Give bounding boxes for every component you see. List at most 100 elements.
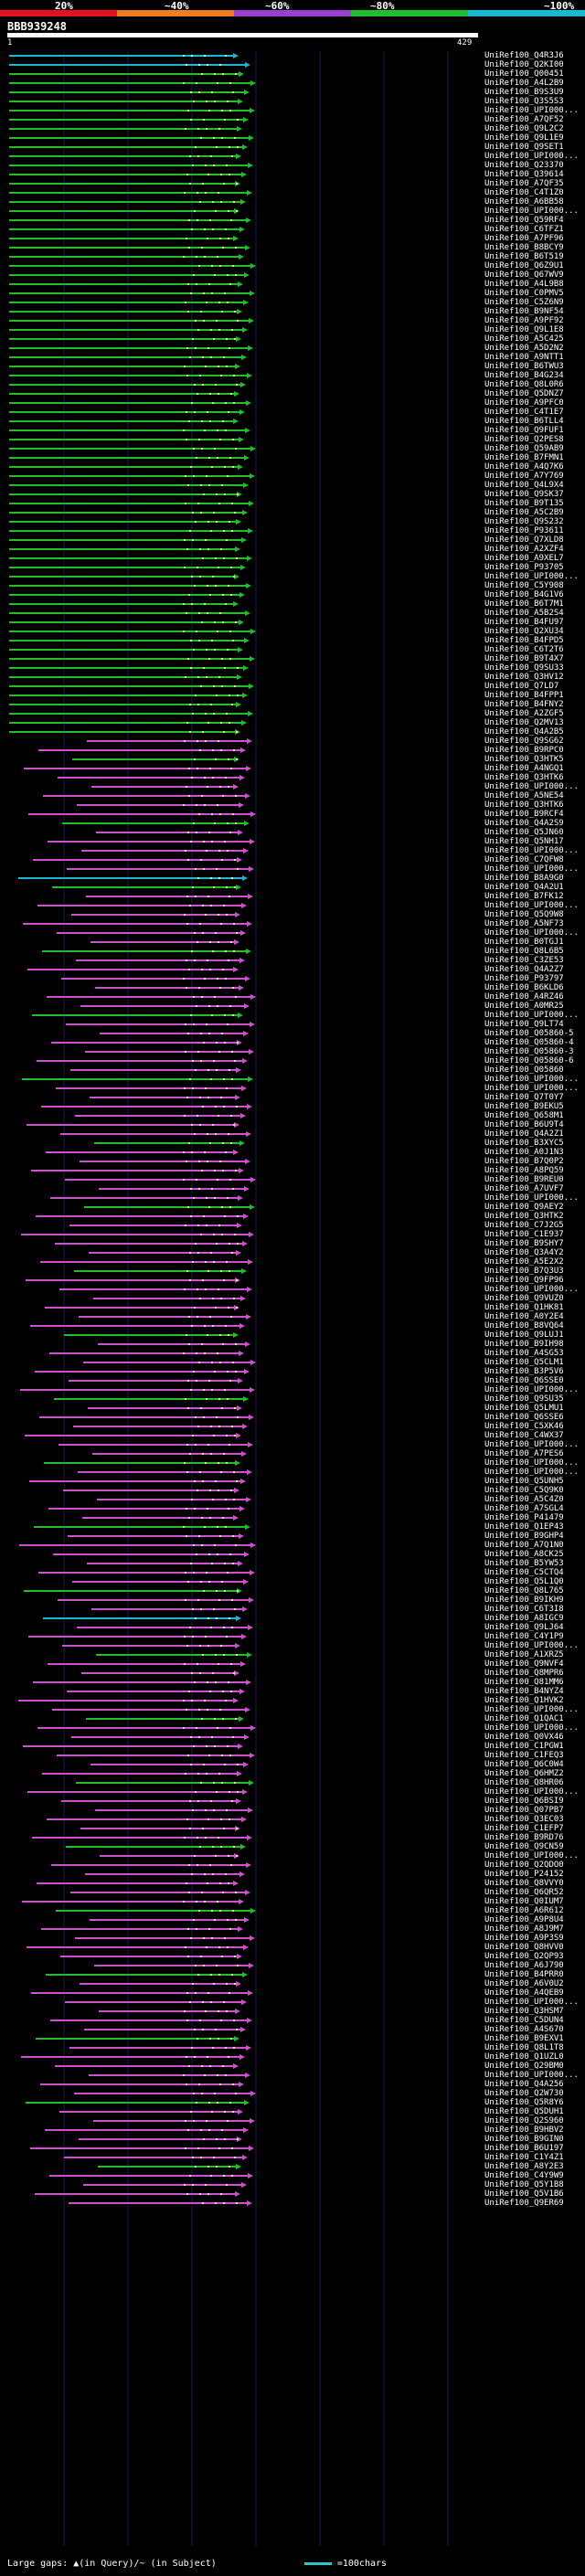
hit-label[interactable]: UniRef100_Q5JN60: [484, 828, 564, 837]
hit-label[interactable]: UniRef100_Q2W730: [484, 2089, 564, 2098]
hit-label[interactable]: UniRef100_Q9AEY2: [484, 1203, 564, 1212]
hit-label[interactable]: UniRef100_Q9SG62: [484, 737, 564, 746]
hit-label[interactable]: UniRef100_Q658M1: [484, 1111, 564, 1120]
hit-label[interactable]: UniRef100_UPI000...: [484, 1851, 579, 1860]
hit-label[interactable]: UniRef100_Q59RF4: [484, 216, 564, 225]
hit-label[interactable]: UniRef100_UPI000...: [484, 782, 579, 791]
hit-label[interactable]: UniRef100_B6T7M1: [484, 599, 564, 609]
hit-label[interactable]: UniRef100_UPI000...: [484, 1075, 579, 1084]
hit-label[interactable]: UniRef100_Q2QDO0: [484, 1860, 564, 1870]
hit-label[interactable]: UniRef100_UPI000...: [484, 1705, 579, 1714]
hit-label[interactable]: UniRef100_A2ZGF5: [484, 709, 564, 718]
hit-label[interactable]: UniRef100_B8A9G0: [484, 874, 564, 883]
hit-label[interactable]: UniRef100_B9RPC0: [484, 746, 564, 755]
hit-label[interactable]: UniRef100_A7UVF7: [484, 1184, 564, 1193]
hit-label[interactable]: UniRef100_Q00451: [484, 69, 564, 79]
hit-label[interactable]: UniRef100_Q0IUM7: [484, 1897, 564, 1906]
hit-label[interactable]: UniRef100_Q07PB7: [484, 1806, 564, 1815]
hit-label[interactable]: UniRef100_Q7XLD8: [484, 535, 564, 545]
hit-label[interactable]: UniRef100_B4FU97: [484, 618, 564, 627]
hit-label[interactable]: UniRef100_C1EFP7: [484, 1824, 564, 1833]
hit-label[interactable]: UniRef100_C4Y9W9: [484, 2171, 564, 2180]
hit-label[interactable]: UniRef100_A7QF52: [484, 115, 564, 124]
hit-label[interactable]: UniRef100_A7QF35: [484, 179, 564, 188]
hit-label[interactable]: UniRef100_Q81MM6: [484, 1678, 564, 1687]
hit-label[interactable]: UniRef100_Q39614: [484, 170, 564, 179]
hit-label[interactable]: UniRef100_A4Q7K6: [484, 462, 564, 472]
hit-label[interactable]: UniRef100_UPI000...: [484, 152, 579, 161]
hit-label[interactable]: UniRef100_UPI000...: [484, 928, 579, 938]
hit-label[interactable]: UniRef100_A4RZ46: [484, 992, 564, 1002]
hit-label[interactable]: UniRef100_P41479: [484, 1513, 564, 1522]
hit-label[interactable]: UniRef100_Q9L1E9: [484, 133, 564, 143]
hit-label[interactable]: UniRef100_Q7LD7: [484, 682, 559, 691]
hit-label[interactable]: UniRef100_Q1UZL0: [484, 2052, 564, 2062]
hit-label[interactable]: UniRef100_A9P8U4: [484, 1915, 564, 1924]
hit-label[interactable]: UniRef100_A4L2B9: [484, 79, 564, 88]
hit-label[interactable]: UniRef100_Q3HTK6: [484, 773, 564, 782]
hit-label[interactable]: UniRef100_C5XK46: [484, 1422, 564, 1431]
hit-label[interactable]: UniRef100_B7FMN1: [484, 453, 564, 462]
hit-label[interactable]: UniRef100_B7Q3U3: [484, 1267, 564, 1276]
hit-label[interactable]: UniRef100_Q6Z9U1: [484, 261, 564, 270]
hit-label[interactable]: UniRef100_B6T519: [484, 252, 564, 261]
hit-label[interactable]: UniRef100_Q3S5S3: [484, 97, 564, 106]
hit-label[interactable]: UniRef100_UPI000...: [484, 846, 579, 855]
hit-label[interactable]: UniRef100_Q4R3J6: [484, 51, 564, 60]
hit-label[interactable]: UniRef100_C1FEQ3: [484, 1751, 564, 1760]
hit-label[interactable]: UniRef100_Q2PES8: [484, 435, 564, 444]
hit-label[interactable]: UniRef100_B6TLL4: [484, 417, 564, 426]
hit-label[interactable]: UniRef100_Q29BM0: [484, 2062, 564, 2071]
hit-label[interactable]: UniRef100_P24152: [484, 1870, 564, 1879]
hit-label[interactable]: UniRef100_P93611: [484, 526, 564, 535]
hit-label[interactable]: UniRef100_Q5Y1B8: [484, 2180, 564, 2189]
hit-label[interactable]: UniRef100_C1Y4Z1: [484, 2153, 564, 2162]
hit-label[interactable]: UniRef100_A5C2B9: [484, 508, 564, 517]
hit-label[interactable]: UniRef100_Q2MV13: [484, 718, 564, 727]
hit-label[interactable]: UniRef100_UPI000...: [484, 1458, 579, 1468]
hit-label[interactable]: UniRef100_C4Y1P9: [484, 1632, 564, 1641]
hit-label[interactable]: UniRef100_UPI000...: [484, 1385, 579, 1394]
hit-label[interactable]: UniRef100_UPI000...: [484, 864, 579, 874]
hit-label[interactable]: UniRef100_Q2QP93: [484, 1952, 564, 1961]
hit-label[interactable]: UniRef100_B9HBV2: [484, 2125, 564, 2135]
hit-label[interactable]: UniRef100_B9T4X7: [484, 654, 564, 663]
hit-label[interactable]: UniRef100_B7FK12: [484, 892, 564, 901]
hit-label[interactable]: UniRef100_A8Y2E3: [484, 2162, 564, 2171]
hit-label[interactable]: UniRef100_Q5UNH5: [484, 1477, 564, 1486]
hit-label[interactable]: UniRef100_Q9LJ64: [484, 1623, 564, 1632]
hit-label[interactable]: UniRef100_Q8L0R6: [484, 380, 564, 389]
hit-label[interactable]: UniRef100_Q9LT74: [484, 1020, 564, 1029]
hit-label[interactable]: UniRef100_A6R612: [484, 1906, 564, 1915]
hit-label[interactable]: UniRef100_Q5R8Y6: [484, 2098, 564, 2107]
hit-label[interactable]: UniRef100_UPI000...: [484, 1440, 579, 1449]
hit-label[interactable]: UniRef100_B4FPP1: [484, 691, 564, 700]
hit-label[interactable]: UniRef100_Q8VVY0: [484, 1879, 564, 1888]
hit-label[interactable]: UniRef100_Q1QAC1: [484, 1714, 564, 1723]
hit-label[interactable]: UniRef100_Q9FP96: [484, 1276, 564, 1285]
hit-label[interactable]: UniRef100_UPI000...: [484, 1723, 579, 1733]
hit-label[interactable]: UniRef100_A0J1N3: [484, 1148, 564, 1157]
hit-label[interactable]: UniRef100_Q6SSE0: [484, 1376, 564, 1385]
hit-label[interactable]: UniRef100_C3ZE53: [484, 956, 564, 965]
hit-label[interactable]: UniRef100_Q3HV12: [484, 673, 564, 682]
hit-label[interactable]: UniRef100_Q9L1E8: [484, 325, 564, 334]
hit-label[interactable]: UniRef100_Q8HVV0: [484, 1943, 564, 1952]
hit-label[interactable]: UniRef100_Q4L9X4: [484, 481, 564, 490]
hit-label[interactable]: UniRef100_Q9S232: [484, 517, 564, 526]
hit-label[interactable]: UniRef100_UPI000...: [484, 1787, 579, 1797]
hit-label[interactable]: UniRef100_A1XRZ5: [484, 1650, 564, 1659]
hit-label[interactable]: UniRef100_Q5CLM1: [484, 1358, 564, 1367]
hit-label[interactable]: UniRef100_B9IH98: [484, 1340, 564, 1349]
hit-label[interactable]: UniRef100_UPI000...: [484, 572, 579, 581]
hit-label[interactable]: UniRef100_B9RCF4: [484, 810, 564, 819]
hit-label[interactable]: UniRef100_A9PFC0: [484, 398, 564, 408]
hit-label[interactable]: UniRef100_Q23370: [484, 161, 564, 170]
hit-label[interactable]: UniRef100_B8VQ64: [484, 1321, 564, 1330]
hit-label[interactable]: UniRef100_A4NGQ1: [484, 764, 564, 773]
hit-label[interactable]: UniRef100_Q6SSE6: [484, 1413, 564, 1422]
hit-label[interactable]: UniRef100_Q9SU33: [484, 663, 564, 673]
hit-label[interactable]: UniRef100_B9S3U9: [484, 88, 564, 97]
hit-label[interactable]: UniRef100_B4NYZ4: [484, 1687, 564, 1696]
hit-label[interactable]: UniRef100_A4S670: [484, 2025, 564, 2034]
